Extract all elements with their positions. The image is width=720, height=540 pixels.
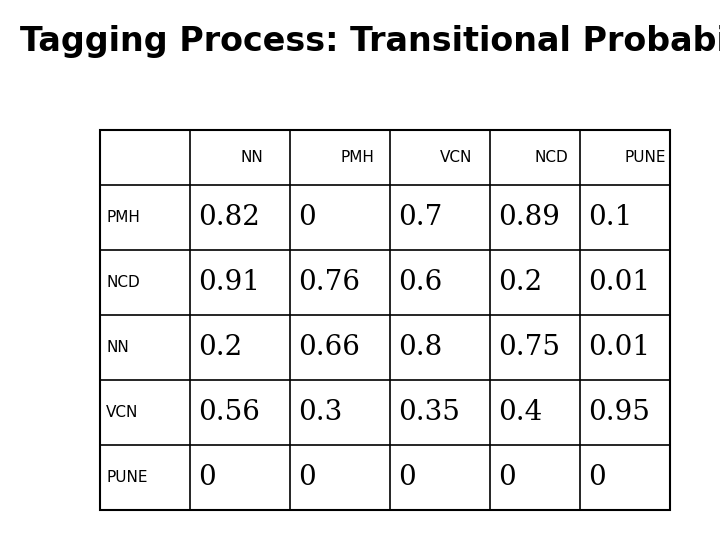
Text: 0: 0 (298, 204, 316, 231)
Text: 0.82: 0.82 (198, 204, 260, 231)
Text: NCD: NCD (106, 275, 140, 290)
Text: 0.2: 0.2 (498, 269, 542, 296)
Text: 0: 0 (298, 464, 316, 491)
Text: PUNE: PUNE (106, 470, 148, 485)
Text: 0.76: 0.76 (298, 269, 360, 296)
Text: PMH: PMH (106, 210, 140, 225)
Text: 0.2: 0.2 (198, 334, 242, 361)
Text: VCN: VCN (106, 405, 138, 420)
Text: 0: 0 (398, 464, 415, 491)
Bar (100, 130, 670, 510)
Text: 0.91: 0.91 (198, 269, 260, 296)
Text: NCD: NCD (535, 150, 569, 165)
Text: 0.4: 0.4 (498, 399, 542, 426)
Text: Tagging Process: Transitional Probabilities: Tagging Process: Transitional Probabilit… (20, 25, 720, 58)
Text: 0.66: 0.66 (298, 334, 360, 361)
Text: 0.56: 0.56 (198, 399, 260, 426)
Text: 0.75: 0.75 (498, 334, 560, 361)
Text: 0.6: 0.6 (398, 269, 442, 296)
Text: 0: 0 (498, 464, 516, 491)
Text: 0.8: 0.8 (398, 334, 442, 361)
Text: 0: 0 (198, 464, 216, 491)
Text: 0.7: 0.7 (398, 204, 442, 231)
Text: 0.1: 0.1 (588, 204, 632, 231)
Text: PUNE: PUNE (625, 150, 667, 165)
Text: 0.01: 0.01 (588, 334, 650, 361)
Text: 0.95: 0.95 (588, 399, 650, 426)
Text: 0.89: 0.89 (498, 204, 560, 231)
Text: NN: NN (240, 150, 263, 165)
Text: 0.35: 0.35 (398, 399, 460, 426)
Text: PMH: PMH (340, 150, 374, 165)
Text: VCN: VCN (440, 150, 472, 165)
Text: 0: 0 (588, 464, 606, 491)
Text: 0.01: 0.01 (588, 269, 650, 296)
Text: NN: NN (106, 340, 129, 355)
Text: 0.3: 0.3 (298, 399, 342, 426)
